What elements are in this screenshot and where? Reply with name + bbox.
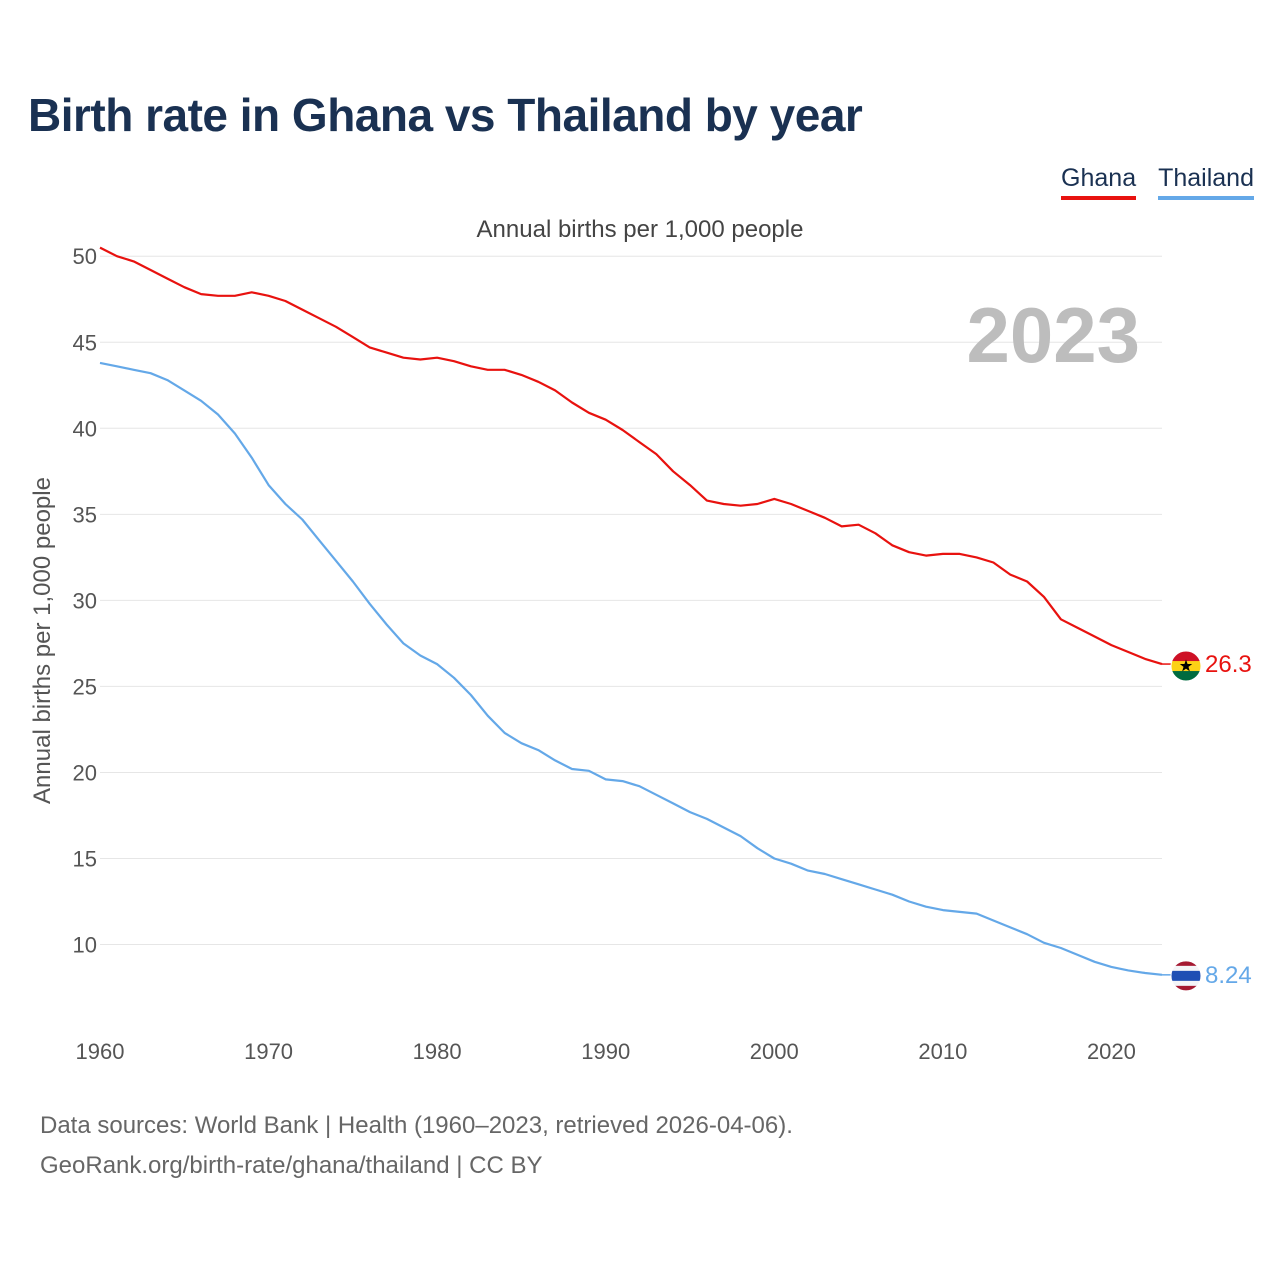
current-year-watermark: 2023 [966, 291, 1140, 379]
x-tick-label: 2000 [750, 1039, 799, 1064]
legend-item-thailand[interactable]: Thailand [1158, 164, 1254, 200]
chart-title: Birth rate in Ghana vs Thailand by year [28, 89, 863, 141]
footer: Data sources: World Bank | Health (1960–… [40, 1106, 793, 1186]
legend-item-ghana[interactable]: Ghana [1061, 164, 1137, 200]
x-tick-label: 1960 [76, 1039, 125, 1064]
x-tick-label: 1990 [581, 1039, 630, 1064]
x-axis-ticks: 1960 1970 1980 1990 2000 2010 2020 [76, 1039, 1136, 1064]
x-tick-label: 2020 [1087, 1039, 1136, 1064]
footer-sources: Data sources: World Bank | Health (1960–… [40, 1112, 793, 1139]
y-tick-label: 25 [73, 674, 97, 699]
thailand-flag-icon [1170, 960, 1202, 992]
thailand-end-value: 8.24 [1205, 962, 1252, 989]
y-tick-label: 45 [73, 330, 97, 355]
y-tick-label: 35 [73, 502, 97, 527]
series-line-thailand [99, 361, 1163, 976]
x-tick-label: 2010 [918, 1039, 967, 1064]
chart-subtitle: Annual births per 1,000 people [476, 216, 804, 243]
y-axis-label: Annual births per 1,000 people [29, 477, 56, 804]
y-tick-label: 20 [73, 760, 97, 785]
ghana-end-value: 26.3 [1205, 651, 1252, 678]
y-tick-label: 15 [73, 847, 97, 872]
y-tick-label: 10 [73, 933, 97, 958]
series-lines [99, 246, 1172, 976]
y-tick-label: 50 [73, 244, 97, 269]
y-tick-label: 30 [73, 588, 97, 613]
legend: Ghana Thailand [1061, 164, 1254, 200]
ghana-flag-icon [1170, 650, 1202, 682]
series-line-ghana [99, 246, 1163, 666]
x-tick-label: 1980 [413, 1039, 462, 1064]
x-tick-label: 1970 [244, 1039, 293, 1064]
grid-lines [100, 255, 1162, 946]
y-tick-label: 40 [73, 416, 97, 441]
y-axis-ticks: 10 15 20 25 30 35 40 45 50 [73, 244, 97, 957]
footer-attribution: GeoRank.org/birth-rate/ghana/thailand | … [40, 1152, 543, 1179]
